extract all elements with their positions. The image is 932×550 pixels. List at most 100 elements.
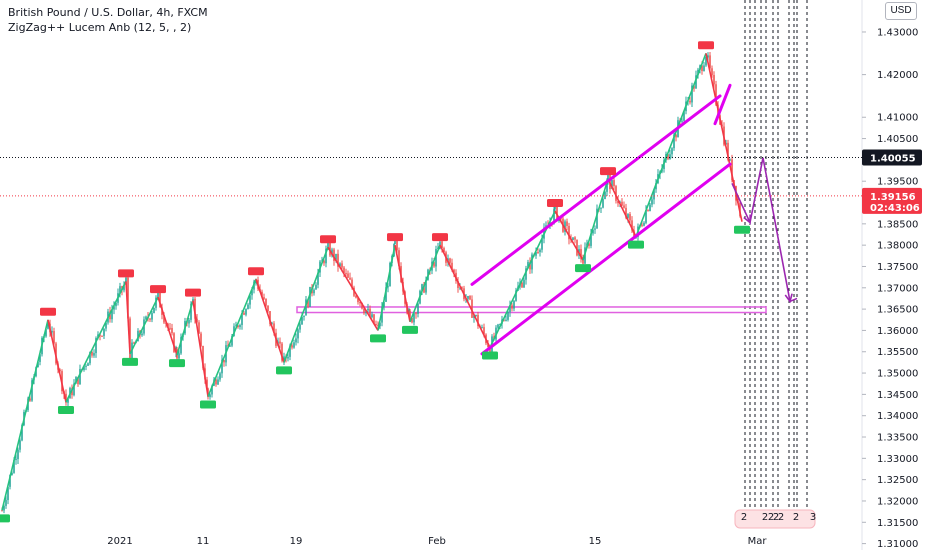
candle-body xyxy=(647,210,649,212)
future-markers-bg xyxy=(734,509,816,529)
candle-body xyxy=(709,55,711,69)
candle-body xyxy=(669,154,671,160)
candle-body xyxy=(505,319,507,321)
last-price-box xyxy=(862,187,922,214)
candle-body xyxy=(245,309,247,315)
candle-body xyxy=(349,277,351,280)
future-marker-label: 2 xyxy=(793,512,799,523)
candle-body xyxy=(53,331,55,344)
crosshair-price-box xyxy=(862,149,922,166)
candle-body xyxy=(531,254,533,270)
currency-button[interactable]: USD xyxy=(885,2,917,20)
candle-body xyxy=(649,204,651,212)
candle-body xyxy=(303,315,305,317)
candle-body xyxy=(7,486,9,501)
candle-body xyxy=(695,75,697,89)
candle-body xyxy=(693,85,695,89)
y-tick-label: 1.37000 xyxy=(877,283,918,294)
candle-body xyxy=(523,279,525,288)
candle-body xyxy=(711,68,713,76)
pivot-low-tag xyxy=(169,359,185,368)
candle-body xyxy=(171,328,173,334)
candle-body xyxy=(411,317,413,323)
x-axis[interactable]: 2021 11 19 Feb 15 Mar xyxy=(107,536,767,547)
indicator-title[interactable]: ZigZag++ Lucem Anb (12, 5, , 2) xyxy=(8,21,192,34)
candle-body xyxy=(47,323,49,329)
support-zone-rect xyxy=(296,306,767,314)
candle-body xyxy=(125,277,127,285)
candle-body xyxy=(727,142,729,160)
candle-body xyxy=(190,303,192,320)
candle-body xyxy=(11,472,13,475)
candle-body xyxy=(507,311,509,320)
candle-body xyxy=(621,201,623,206)
vertical-dashed-lines xyxy=(744,0,808,512)
y-tick-label: 1.39500 xyxy=(877,177,918,188)
channel-line xyxy=(713,83,732,126)
pivot-low-tag xyxy=(402,325,418,334)
candle-body xyxy=(435,248,437,267)
candle-body xyxy=(594,228,596,230)
y-axis[interactable]: 1.430001.420001.410001.405001.400001.395… xyxy=(862,27,918,550)
y-tick-label: 1.33000 xyxy=(877,454,918,465)
candle-body xyxy=(483,327,485,335)
candle-body xyxy=(347,273,349,278)
candle-body xyxy=(1,510,3,512)
candle-body xyxy=(602,199,604,208)
candle-body xyxy=(133,342,135,344)
candle-body xyxy=(675,134,677,138)
candle-body xyxy=(200,333,202,346)
arrowhead xyxy=(743,214,751,225)
zigzag-segment xyxy=(192,300,209,397)
candle-body xyxy=(667,154,669,160)
pivot-low-tag xyxy=(58,406,74,415)
candle-body xyxy=(323,260,325,264)
candle-body xyxy=(590,233,592,246)
candle-body xyxy=(115,302,117,307)
candle-body xyxy=(237,325,239,328)
zigzag-segment xyxy=(283,247,329,363)
candle-body xyxy=(409,310,411,318)
candle-body xyxy=(13,459,15,473)
zigzag-segment xyxy=(377,244,396,331)
candle-body xyxy=(151,313,153,320)
candle-body xyxy=(457,280,459,288)
candle-body xyxy=(305,299,307,316)
candle-body xyxy=(325,248,327,264)
candle-body xyxy=(163,314,165,323)
candle-body xyxy=(691,85,693,103)
symbol-title[interactable]: British Pound / U.S. Dollar, 4h, FXCM xyxy=(8,6,208,19)
candle-body xyxy=(157,291,159,298)
zigzag-segment xyxy=(207,278,257,397)
candle-body xyxy=(67,398,69,403)
y-tick-label: 1.38500 xyxy=(877,219,918,230)
candle-body xyxy=(475,315,477,317)
pivot-high-tag xyxy=(600,167,616,176)
candle-body xyxy=(206,379,208,389)
candle-body xyxy=(113,306,115,310)
candle-body xyxy=(247,304,249,310)
candle-body xyxy=(239,324,241,328)
candle-body xyxy=(369,308,371,318)
candle-body xyxy=(441,241,443,249)
candle-body xyxy=(281,343,283,361)
candle-body xyxy=(313,289,315,294)
future-markers: 2 2 222 2 3 xyxy=(734,509,816,529)
zigzag-segment xyxy=(607,178,637,237)
candle-body xyxy=(529,262,531,270)
x-tick-label: 2021 xyxy=(107,536,132,547)
candle-body xyxy=(202,345,204,369)
pivot-high-tag xyxy=(432,233,448,242)
candle-body xyxy=(111,309,113,320)
candle-body xyxy=(497,324,499,328)
candle-body xyxy=(363,308,365,314)
channel-line xyxy=(480,162,732,356)
zigzag-segment xyxy=(157,296,178,356)
candle-body xyxy=(217,379,219,385)
candle-body xyxy=(408,310,410,313)
candle-body xyxy=(461,287,463,289)
candle-body xyxy=(273,323,275,333)
candle-body xyxy=(169,327,171,329)
candle-body xyxy=(707,55,709,58)
